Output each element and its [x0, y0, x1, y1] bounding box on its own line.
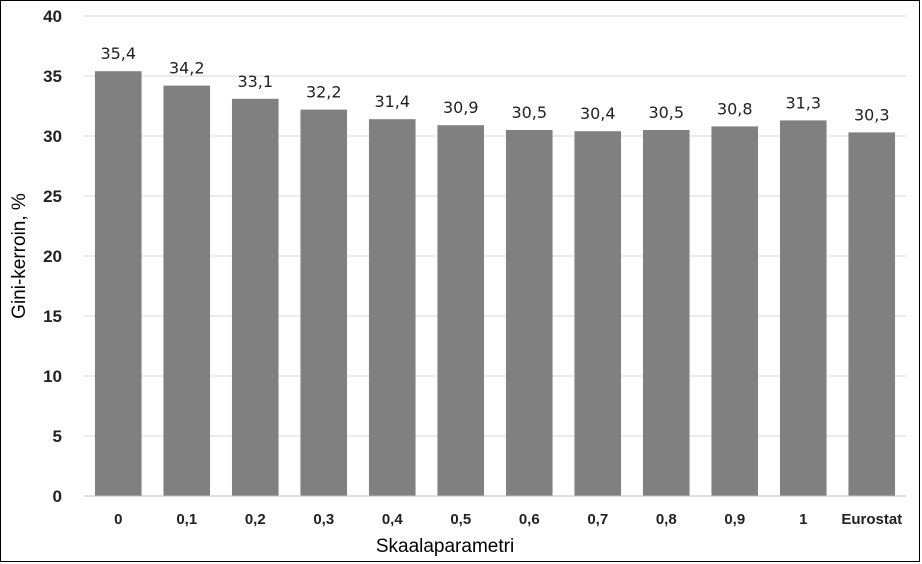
- x-tick-label: 0,4: [382, 511, 404, 528]
- x-tick-label: 0,1: [176, 511, 197, 528]
- x-tick-label: 0,2: [245, 511, 266, 528]
- x-tick-label: 0,9: [724, 511, 745, 528]
- x-tick-label: 0,6: [519, 511, 540, 528]
- bar: [505, 130, 553, 496]
- y-tick-label: 0: [53, 487, 62, 506]
- x-tick-label: 1: [799, 511, 807, 528]
- data-label: 30,4: [580, 104, 616, 123]
- bar: [779, 120, 827, 497]
- data-label: 32,2: [306, 83, 342, 102]
- data-labels: 35,4 34,2 33,1 32,2 31,4 30,9 30,5 30,4 30,5 30,8…: [100, 44, 889, 124]
- x-tick-labels: 0 0,1 0,2 0,3 0,4 0,5 0,6 0,7 0,8 0,9 1 Eurostat: [114, 511, 902, 528]
- data-label: 30,9: [443, 98, 479, 117]
- bar: [94, 71, 142, 496]
- bar: [574, 131, 622, 496]
- data-label: 34,2: [169, 59, 205, 78]
- bar: [231, 98, 279, 497]
- x-tick-label: 0,3: [313, 511, 334, 528]
- data-label: 31,3: [785, 93, 821, 112]
- y-tick-labels: 0 5 10 15 20 25 30 35 40: [43, 7, 62, 506]
- x-tick-label: Eurostat: [841, 511, 902, 528]
- data-label: 33,1: [237, 72, 273, 91]
- gridlines: [84, 15, 906, 437]
- x-tick-label: 0,5: [450, 511, 471, 528]
- x-axis-label: Skaalaparametri: [376, 536, 514, 557]
- y-tick-label: 35: [43, 67, 62, 86]
- bar: [437, 125, 485, 496]
- bar: [163, 85, 211, 496]
- y-tick-label: 40: [43, 7, 62, 26]
- y-tick-label: 30: [43, 127, 62, 146]
- y-axis-label: Gini-kerroin, %: [9, 193, 30, 319]
- bar: [300, 109, 348, 496]
- data-label: 35,4: [100, 44, 136, 63]
- bar: [368, 119, 416, 496]
- data-label: 31,4: [374, 92, 410, 111]
- bar: [642, 130, 690, 496]
- x-tick-label: 0,8: [656, 511, 677, 528]
- data-label: 30,5: [511, 103, 547, 122]
- data-label: 30,8: [717, 99, 753, 118]
- x-tick-label: 0: [114, 511, 122, 528]
- y-tick-label: 15: [43, 307, 62, 326]
- y-tick-label: 25: [43, 187, 62, 206]
- data-label: 30,3: [854, 105, 890, 124]
- x-tick-label: 0,7: [587, 511, 608, 528]
- bar: [711, 126, 759, 497]
- bars: [94, 71, 896, 497]
- y-tick-label: 20: [43, 247, 62, 266]
- bar: [848, 132, 896, 496]
- y-tick-label: 5: [53, 427, 62, 446]
- data-label: 30,5: [648, 103, 684, 122]
- y-tick-label: 10: [43, 367, 62, 386]
